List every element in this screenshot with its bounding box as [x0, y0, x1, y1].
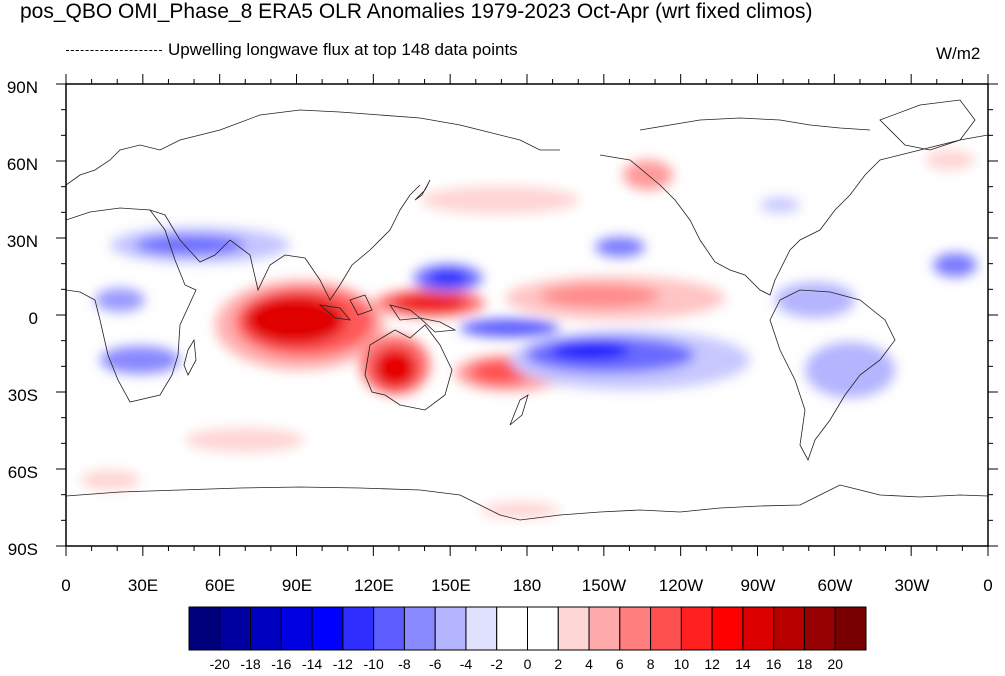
latitude-labels: 90N 60N 30N 0 30S 60S 90S [7, 78, 38, 559]
colorbar-swatch [250, 606, 282, 651]
colorbar-tick-label: 2 [554, 656, 562, 672]
colorbar-swatch [311, 606, 344, 651]
colorbar-tick-label: -4 [460, 656, 473, 672]
colorbar-labels: -20 -18 -16 -14 -12 -10 -8 -6 -4 -2 0 2 4 6 8 10 12 14 16 1… [210, 656, 844, 672]
lat-label-30n: 30N [7, 232, 38, 251]
lon-label-0: 0 [61, 576, 70, 595]
colorbar-tick-label: -2 [491, 656, 504, 672]
colorbar-swatch [619, 606, 652, 651]
anomaly-field [80, 150, 977, 518]
colorbar-tick-label: 14 [735, 656, 751, 672]
lat-label-60n: 60N [7, 155, 38, 174]
lat-label-eq: 0 [29, 309, 38, 328]
lon-label-150w: 150W [582, 576, 626, 595]
colorbar-swatch [803, 606, 836, 651]
lat-label-90s: 90S [8, 540, 38, 559]
lon-label-120w: 120W [659, 576, 703, 595]
colorbar-swatch [219, 606, 252, 651]
lon-label-0-end: 0 [983, 576, 992, 595]
lon-label-60w: 60W [818, 576, 853, 595]
map-area [66, 84, 988, 546]
longitude-labels: 0 30E 60E 90E 120E 150E 180 150W 120W 90… [61, 576, 992, 595]
colorbar-swatch [680, 606, 713, 651]
colorbar-swatch [527, 606, 559, 651]
lat-label-90n: 90N [7, 78, 38, 97]
colorbar-tick-label: -12 [333, 656, 353, 672]
colorbar-tick-label: -20 [210, 656, 230, 672]
lon-label-30w: 30W [895, 576, 930, 595]
colorbar-swatch [588, 606, 621, 651]
colorbar-swatch [557, 606, 590, 651]
colorbar-swatch [834, 606, 867, 651]
colorbar-tick-label: -18 [240, 656, 260, 672]
colorbar-swatch [496, 606, 528, 651]
lon-label-120e: 120E [354, 576, 394, 595]
plot-subtitle: Upwelling longwave flux at top 148 data … [168, 40, 518, 59]
colorbar-tick-label: 0 [524, 656, 532, 672]
colorbar-swatch [434, 606, 467, 651]
units-label: W/m2 [936, 44, 981, 63]
colorbar-swatch [711, 606, 744, 651]
lon-label-30e: 30E [128, 576, 158, 595]
colorbar-tick-label: -16 [271, 656, 291, 672]
colorbar-swatch [373, 606, 405, 651]
coastlines [66, 99, 988, 521]
colorbar-tick-label: 12 [704, 656, 720, 672]
colorbar-swatch [280, 606, 313, 651]
colorbar [188, 606, 867, 651]
lon-label-180: 180 [513, 576, 541, 595]
axis-ticks [56, 74, 998, 556]
colorbar-tick-label: 10 [674, 656, 690, 672]
colorbar-tick-label: 4 [585, 656, 593, 672]
colorbar-tick-label: -6 [429, 656, 442, 672]
anomaly-shading [80, 150, 977, 518]
lon-label-150e: 150E [431, 576, 471, 595]
colorbar-tick-label: -14 [302, 656, 322, 672]
plot-title: pos_QBO OMI_Phase_8 ERA5 OLR Anomalies 1… [20, 0, 813, 23]
colorbar-tick-label: 16 [766, 656, 782, 672]
colorbar-tick-label: -10 [364, 656, 384, 672]
colorbar-swatch [465, 606, 498, 651]
colorbar-swatch [342, 606, 375, 651]
lon-label-90e: 90E [282, 576, 312, 595]
colorbar-tick-label: 18 [797, 656, 813, 672]
colorbar-swatch [188, 606, 221, 651]
colorbar-tick-label: 6 [616, 656, 624, 672]
colorbar-swatch [403, 606, 436, 651]
colorbar-swatch [742, 606, 775, 651]
line-legend-sample [66, 50, 162, 51]
lat-label-30s: 30S [8, 386, 38, 405]
lat-label-60s: 60S [8, 463, 38, 482]
colorbar-tick-label: -8 [398, 656, 411, 672]
lon-label-90w: 90W [741, 576, 776, 595]
lon-label-60e: 60E [205, 576, 235, 595]
colorbar-tick-label: 20 [827, 656, 843, 672]
colorbar-swatch [773, 606, 805, 651]
colorbar-tick-label: 8 [647, 656, 655, 672]
colorbar-swatch [650, 606, 682, 651]
